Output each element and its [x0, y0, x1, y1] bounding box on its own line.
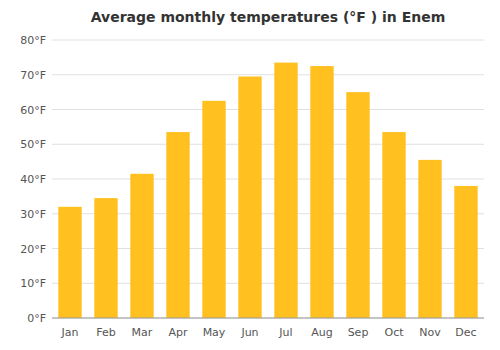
- x-tick-label: Oct: [384, 326, 404, 339]
- y-tick-label: 80°F: [20, 34, 46, 47]
- bar: [454, 186, 477, 318]
- chart-svg: Average monthly temperatures (°F ) in En…: [0, 0, 500, 350]
- x-tick-label: Aug: [311, 326, 332, 339]
- bar: [238, 76, 261, 318]
- grid-line: [52, 144, 484, 145]
- x-tick-label: Jun: [240, 326, 258, 339]
- grid-line: [52, 74, 484, 75]
- bar: [202, 101, 225, 318]
- bar: [166, 132, 189, 318]
- x-tick-label: Apr: [168, 326, 188, 339]
- x-tick-label: Jul: [278, 326, 292, 339]
- bar: [94, 198, 117, 318]
- x-tick-label: Sep: [348, 326, 369, 339]
- x-tick-label: Dec: [455, 326, 476, 339]
- bar: [310, 66, 333, 318]
- bar: [58, 207, 81, 318]
- x-tick-label: Feb: [96, 326, 115, 339]
- y-tick-label: 20°F: [20, 243, 46, 256]
- chart-container: Average monthly temperatures (°F ) in En…: [0, 0, 500, 350]
- grid-line: [52, 318, 484, 319]
- grid: [52, 40, 484, 318]
- y-tick-label: 10°F: [20, 277, 46, 290]
- y-tick-label: 50°F: [20, 138, 46, 151]
- grid-line: [52, 109, 484, 110]
- y-tick-label: 40°F: [20, 173, 46, 186]
- grid-line: [52, 40, 484, 41]
- y-tick-label: 60°F: [20, 104, 46, 117]
- bar: [382, 132, 405, 318]
- y-tick-label: 0°F: [27, 312, 46, 325]
- x-tick-label: May: [203, 326, 226, 339]
- bar: [346, 92, 369, 318]
- bar: [130, 174, 153, 318]
- x-tick-label: Mar: [132, 326, 153, 339]
- bars: [58, 63, 477, 318]
- bar: [418, 160, 441, 318]
- chart-title: Average monthly temperatures (°F ) in En…: [91, 9, 446, 25]
- y-tick-label: 70°F: [20, 69, 46, 82]
- x-axis-line: [52, 318, 484, 319]
- x-tick-label: Nov: [419, 326, 441, 339]
- x-tick-label: Jan: [61, 326, 79, 339]
- y-tick-label: 30°F: [20, 208, 46, 221]
- bar: [274, 63, 297, 318]
